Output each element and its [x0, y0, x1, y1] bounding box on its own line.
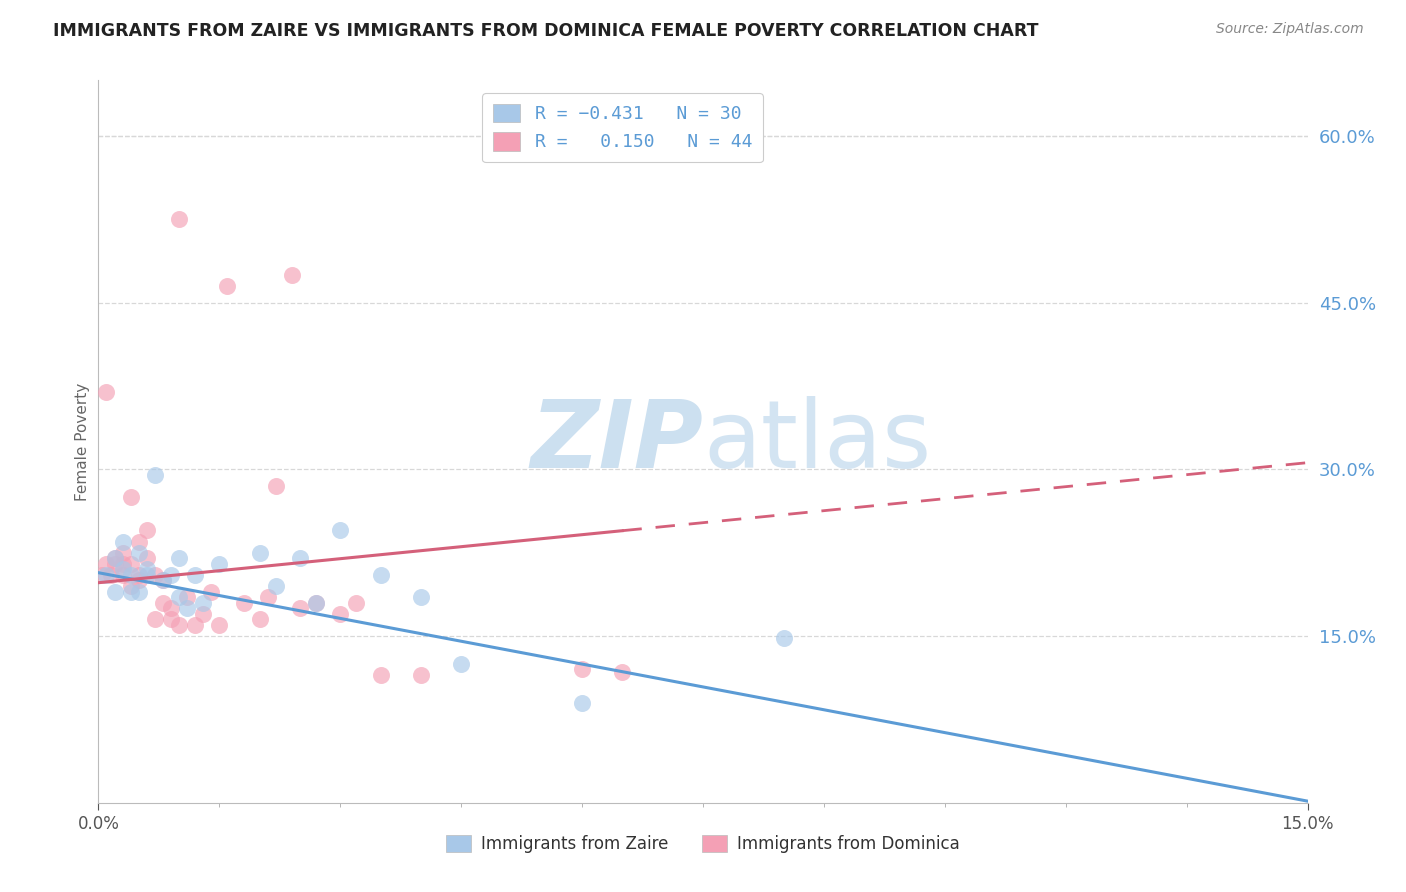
Text: IMMIGRANTS FROM ZAIRE VS IMMIGRANTS FROM DOMINICA FEMALE POVERTY CORRELATION CHA: IMMIGRANTS FROM ZAIRE VS IMMIGRANTS FROM…: [53, 22, 1039, 40]
Point: [288, 601, 311, 615]
Point: [281, 268, 304, 282]
Point: [370, 668, 392, 682]
Point: [111, 534, 134, 549]
Point: [200, 584, 222, 599]
Point: [96, 557, 118, 571]
Point: [288, 551, 311, 566]
Point: [167, 618, 190, 632]
Point: [193, 607, 215, 621]
Point: [135, 562, 157, 576]
Point: [128, 546, 150, 560]
Point: [111, 568, 134, 582]
Point: [232, 596, 254, 610]
Point: [120, 568, 142, 582]
Point: [571, 662, 593, 676]
Point: [143, 568, 166, 582]
Text: Source: ZipAtlas.com: Source: ZipAtlas.com: [1216, 22, 1364, 37]
Point: [217, 279, 239, 293]
Point: [160, 612, 183, 626]
Point: [111, 557, 134, 571]
Point: [103, 551, 125, 566]
Point: [208, 557, 231, 571]
Y-axis label: Female Poverty: Female Poverty: [75, 383, 90, 500]
Point: [128, 574, 150, 588]
Point: [96, 568, 118, 582]
Point: [120, 490, 142, 504]
Point: [612, 665, 634, 679]
Point: [176, 590, 198, 604]
Point: [143, 467, 166, 482]
Point: [160, 601, 183, 615]
Point: [91, 568, 114, 582]
Point: [111, 546, 134, 560]
Point: [96, 384, 118, 399]
Point: [344, 596, 367, 610]
Point: [103, 584, 125, 599]
Point: [409, 590, 432, 604]
Point: [120, 557, 142, 571]
Point: [184, 618, 207, 632]
Point: [135, 551, 157, 566]
Text: atlas: atlas: [703, 395, 931, 488]
Point: [329, 524, 352, 538]
Point: [103, 551, 125, 566]
Point: [409, 668, 432, 682]
Legend: Immigrants from Zaire, Immigrants from Dominica: Immigrants from Zaire, Immigrants from D…: [440, 828, 966, 860]
Point: [135, 568, 157, 582]
Point: [264, 479, 287, 493]
Point: [772, 632, 794, 646]
Text: ZIP: ZIP: [530, 395, 703, 488]
Point: [143, 612, 166, 626]
Point: [160, 568, 183, 582]
Point: [120, 579, 142, 593]
Point: [167, 590, 190, 604]
Point: [100, 568, 122, 582]
Point: [256, 590, 278, 604]
Point: [103, 557, 125, 571]
Point: [249, 546, 271, 560]
Point: [167, 551, 190, 566]
Point: [249, 612, 271, 626]
Point: [128, 534, 150, 549]
Point: [193, 596, 215, 610]
Point: [135, 524, 157, 538]
Point: [305, 596, 328, 610]
Point: [176, 601, 198, 615]
Point: [450, 657, 472, 671]
Point: [128, 584, 150, 599]
Point: [111, 562, 134, 576]
Point: [370, 568, 392, 582]
Point: [264, 579, 287, 593]
Point: [167, 212, 190, 227]
Point: [571, 696, 593, 710]
Point: [208, 618, 231, 632]
Point: [128, 568, 150, 582]
Point: [152, 596, 174, 610]
Point: [305, 596, 328, 610]
Point: [120, 584, 142, 599]
Point: [152, 574, 174, 588]
Point: [152, 574, 174, 588]
Point: [184, 568, 207, 582]
Point: [329, 607, 352, 621]
